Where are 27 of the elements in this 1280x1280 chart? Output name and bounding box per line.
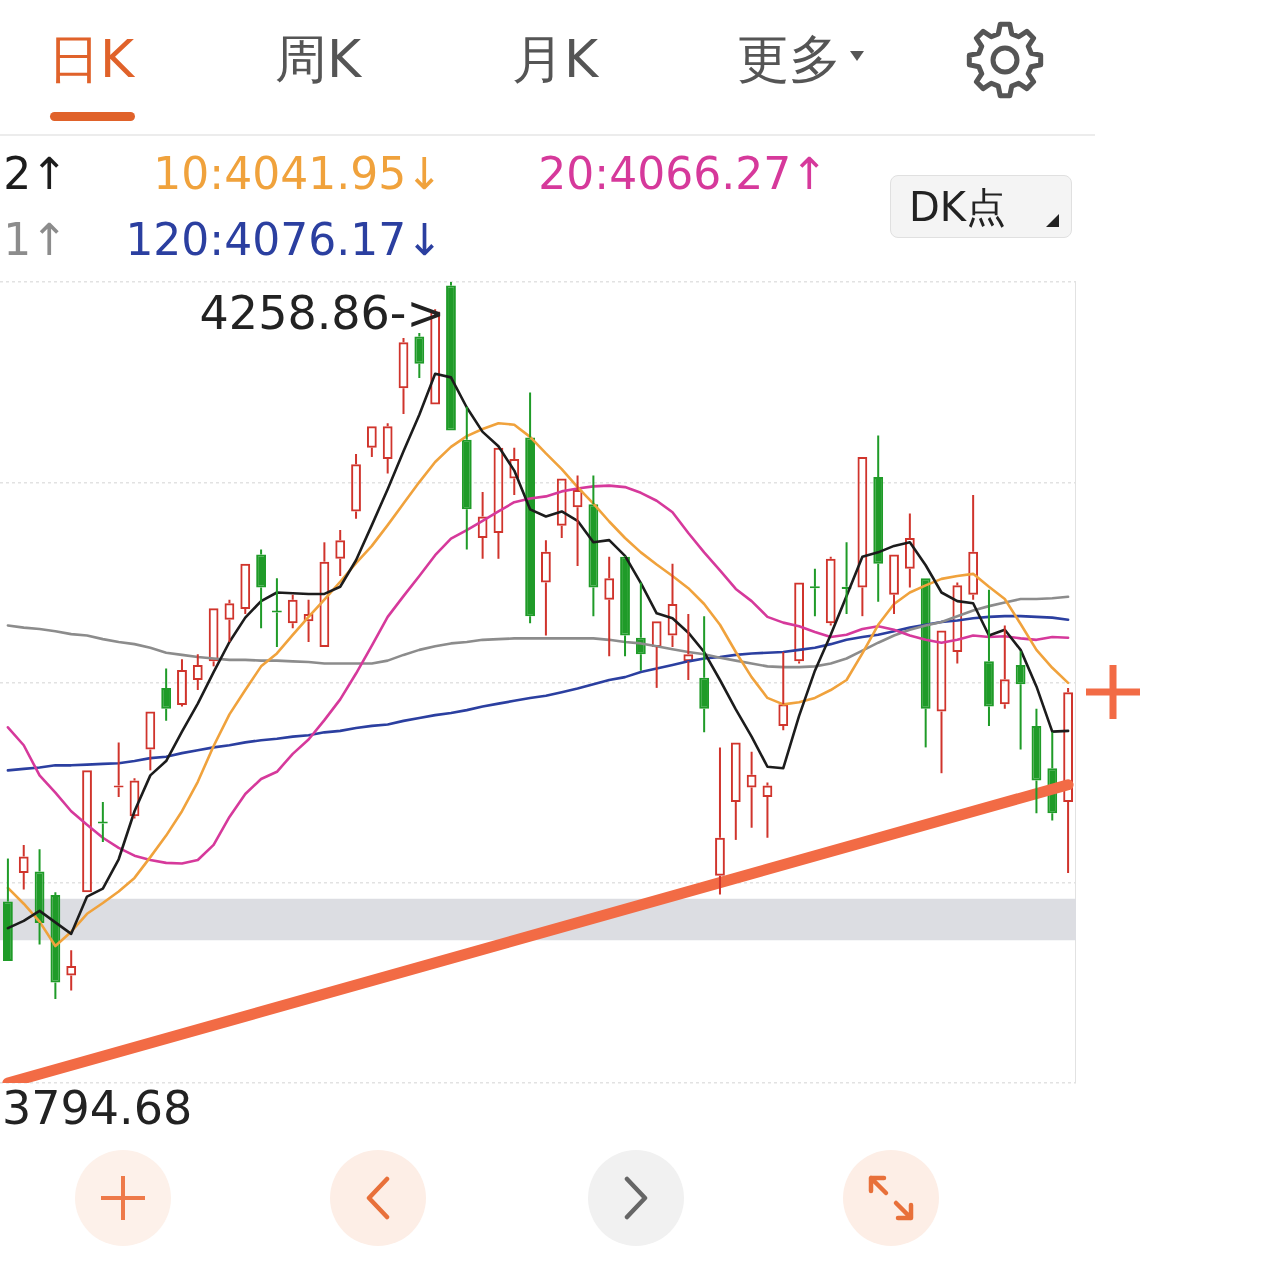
- candlestick: [161, 667, 172, 722]
- text: 2↑: [3, 147, 68, 199]
- button: DK点: [890, 175, 1072, 238]
- candlestick: [525, 391, 535, 625]
- text: 3794.68: [2, 1080, 193, 1135]
- text: 更多: [737, 28, 841, 91]
- candlestick: [50, 891, 61, 1001]
- candlestick: [3, 857, 13, 962]
- candlestick: [620, 556, 630, 658]
- candlestick: [461, 405, 472, 551]
- text: 日K: [48, 28, 135, 91]
- text: 10:4041.95↓: [153, 147, 443, 199]
- candlestick: [414, 331, 425, 380]
- candlestick: [588, 474, 599, 618]
- candlestick: [984, 588, 994, 727]
- candlestick: [920, 578, 931, 749]
- text: 周K: [275, 28, 362, 91]
- text: 月K: [512, 28, 599, 91]
- text: 1↑: [3, 213, 68, 265]
- candlestick: [873, 434, 884, 603]
- candlestick: [1015, 650, 1026, 751]
- text: 20:4066.27↑: [538, 147, 828, 199]
- annotation: 4258.86->: [199, 285, 445, 340]
- candlestick: [699, 615, 710, 734]
- text: 120:4076.17↓: [125, 213, 443, 265]
- candlestick: [446, 281, 456, 431]
- candlestick: [256, 548, 266, 630]
